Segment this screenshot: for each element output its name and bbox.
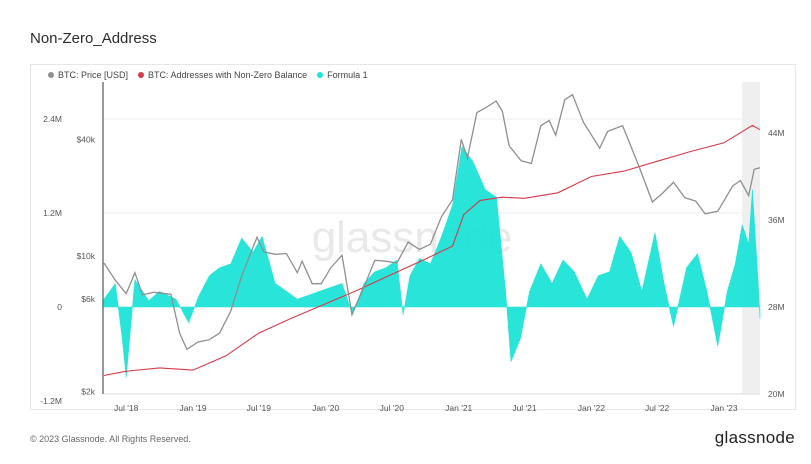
glassnode-logo: glassnode <box>714 428 795 447</box>
legend: BTC: Price [USD] BTC: Addresses with Non… <box>48 70 378 80</box>
legend-label-addresses: BTC: Addresses with Non-Zero Balance <box>148 70 308 80</box>
x-tick-label: Jul '22 <box>645 403 670 413</box>
x-tick-label: Jan '23 <box>710 403 737 413</box>
legend-dot-formula <box>317 72 324 78</box>
y-right-tick-label: 28M <box>768 302 785 312</box>
y-left-tick-label: 1.2M <box>43 208 62 218</box>
y-left-tick-label: 2.4M <box>43 114 62 124</box>
copyright-text: © 2023 Glassnode. All Rights Reserved. <box>30 434 191 444</box>
x-tick-label: Jan '21 <box>445 403 472 413</box>
x-tick-label: Jul '18 <box>114 403 139 413</box>
x-tick-label: Jul '21 <box>512 403 537 413</box>
y-price-tick-label: $10k <box>77 251 96 261</box>
y-price-tick-label: $6k <box>81 294 95 304</box>
y-price-tick-label: $40k <box>77 134 96 144</box>
y-price-tick-label: $2k <box>81 386 95 396</box>
y-right-tick-label: 36M <box>768 215 785 225</box>
series-price-line <box>103 93 761 351</box>
x-tick-label: Jul '20 <box>380 403 405 413</box>
y-right-tick-label: 20M <box>768 389 785 399</box>
chart-card <box>30 64 796 410</box>
legend-dot-addresses <box>138 72 145 78</box>
legend-label-price: BTC: Price [USD] <box>58 70 129 80</box>
legend-item-formula[interactable]: Formula 1 <box>317 70 368 80</box>
y-left-tick-label: -1.2M <box>40 396 62 406</box>
x-tick-label: Jul '19 <box>247 403 272 413</box>
legend-item-price[interactable]: BTC: Price [USD] <box>48 70 128 80</box>
series-addresses-line <box>103 124 761 377</box>
x-tick-label: Jan '20 <box>312 403 339 413</box>
x-tick-label: Jan '19 <box>179 403 206 413</box>
x-tick-label: Jan '22 <box>578 403 605 413</box>
page-title: Non-Zero_Address <box>30 30 157 47</box>
y-right-tick-label: 44M <box>768 128 785 138</box>
legend-label-formula: Formula 1 <box>327 70 368 80</box>
legend-item-addresses[interactable]: BTC: Addresses with Non-Zero Balance <box>138 70 307 80</box>
legend-dot-price <box>48 72 54 78</box>
series-formula-area <box>103 145 761 378</box>
y-left-tick-label: 0 <box>57 302 62 312</box>
